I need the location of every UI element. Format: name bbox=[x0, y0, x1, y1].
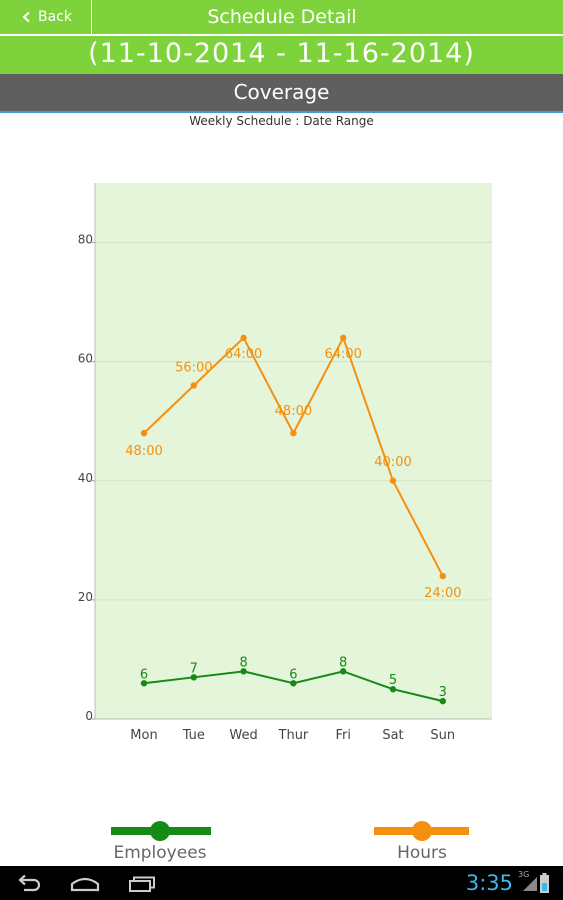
y-tick-label: 60 bbox=[78, 352, 93, 366]
data-point bbox=[439, 572, 446, 580]
data-point bbox=[290, 680, 297, 687]
data-point bbox=[190, 674, 197, 681]
y-tick-label: 40 bbox=[78, 471, 93, 485]
legend-hours-label: Hours bbox=[397, 843, 447, 863]
battery-icon bbox=[540, 873, 549, 893]
data-label: 64:00 bbox=[324, 347, 361, 362]
legend-employees-label: Employees bbox=[113, 843, 207, 863]
system-nav-bar bbox=[0, 866, 563, 900]
nav-back-icon[interactable] bbox=[16, 874, 42, 892]
data-point bbox=[240, 334, 247, 342]
legend-employees-marker bbox=[150, 821, 170, 841]
nav-recents-icon[interactable] bbox=[128, 876, 156, 892]
status-clock: 3:35 bbox=[465, 871, 513, 895]
x-tick-label: Sat bbox=[382, 728, 403, 743]
y-tick-label: 0 bbox=[85, 709, 93, 723]
data-label: 56:00 bbox=[175, 360, 212, 375]
chevron-left-icon bbox=[22, 12, 30, 22]
data-label: 48:00 bbox=[125, 444, 162, 459]
y-tick-label: 80 bbox=[78, 233, 93, 247]
back-button[interactable]: Back bbox=[0, 0, 92, 34]
data-label: 48:00 bbox=[275, 404, 312, 419]
data-point bbox=[340, 668, 347, 675]
data-label: 24:00 bbox=[424, 586, 461, 601]
x-tick-label: Mon bbox=[130, 728, 157, 743]
action-bar bbox=[0, 0, 563, 34]
data-label: 64:00 bbox=[225, 347, 262, 362]
page-title: Schedule Detail bbox=[207, 6, 357, 28]
data-point bbox=[439, 697, 446, 705]
network-type: 3G bbox=[518, 870, 530, 879]
x-tick-label: Sun bbox=[430, 728, 455, 743]
data-point bbox=[340, 334, 347, 342]
data-point bbox=[240, 668, 247, 675]
section-bar bbox=[0, 74, 563, 113]
data-label: 8 bbox=[339, 655, 347, 670]
chart-subtitle: Weekly Schedule : Date Range bbox=[189, 114, 374, 128]
data-point bbox=[389, 686, 397, 693]
back-label: Back bbox=[38, 9, 72, 25]
date-range: (11-10-2014 - 11-16-2014) bbox=[88, 38, 475, 69]
plot-area bbox=[95, 183, 492, 719]
data-point bbox=[389, 477, 397, 484]
signal-icon bbox=[523, 877, 537, 891]
date-range-bar bbox=[0, 35, 563, 74]
data-label: 7 bbox=[190, 661, 198, 676]
data-label: 8 bbox=[239, 655, 247, 670]
y-tick-label: 20 bbox=[78, 590, 93, 604]
data-label: 3 bbox=[439, 685, 447, 700]
data-point bbox=[140, 429, 148, 437]
data-label: 6 bbox=[289, 667, 297, 682]
x-tick-label: Tue bbox=[182, 728, 205, 743]
data-point bbox=[190, 382, 197, 389]
data-label: 5 bbox=[389, 673, 397, 688]
data-point bbox=[140, 680, 148, 687]
x-tick-label: Fri bbox=[335, 728, 351, 743]
coverage-chart: 0 20 40 60 80 Mon Tue Wed Thur Fri Sat Sun 6 7 8 6 8 5 3 48… bbox=[78, 183, 492, 743]
x-tick-label: Wed bbox=[229, 728, 257, 743]
x-tick-label: Thur bbox=[278, 728, 309, 743]
data-label: 40:00 bbox=[374, 455, 411, 470]
legend-hours-marker bbox=[412, 821, 432, 841]
section-title: Coverage bbox=[233, 80, 330, 104]
nav-home-icon[interactable] bbox=[70, 876, 100, 892]
data-label: 6 bbox=[140, 667, 148, 682]
data-point bbox=[290, 429, 297, 437]
